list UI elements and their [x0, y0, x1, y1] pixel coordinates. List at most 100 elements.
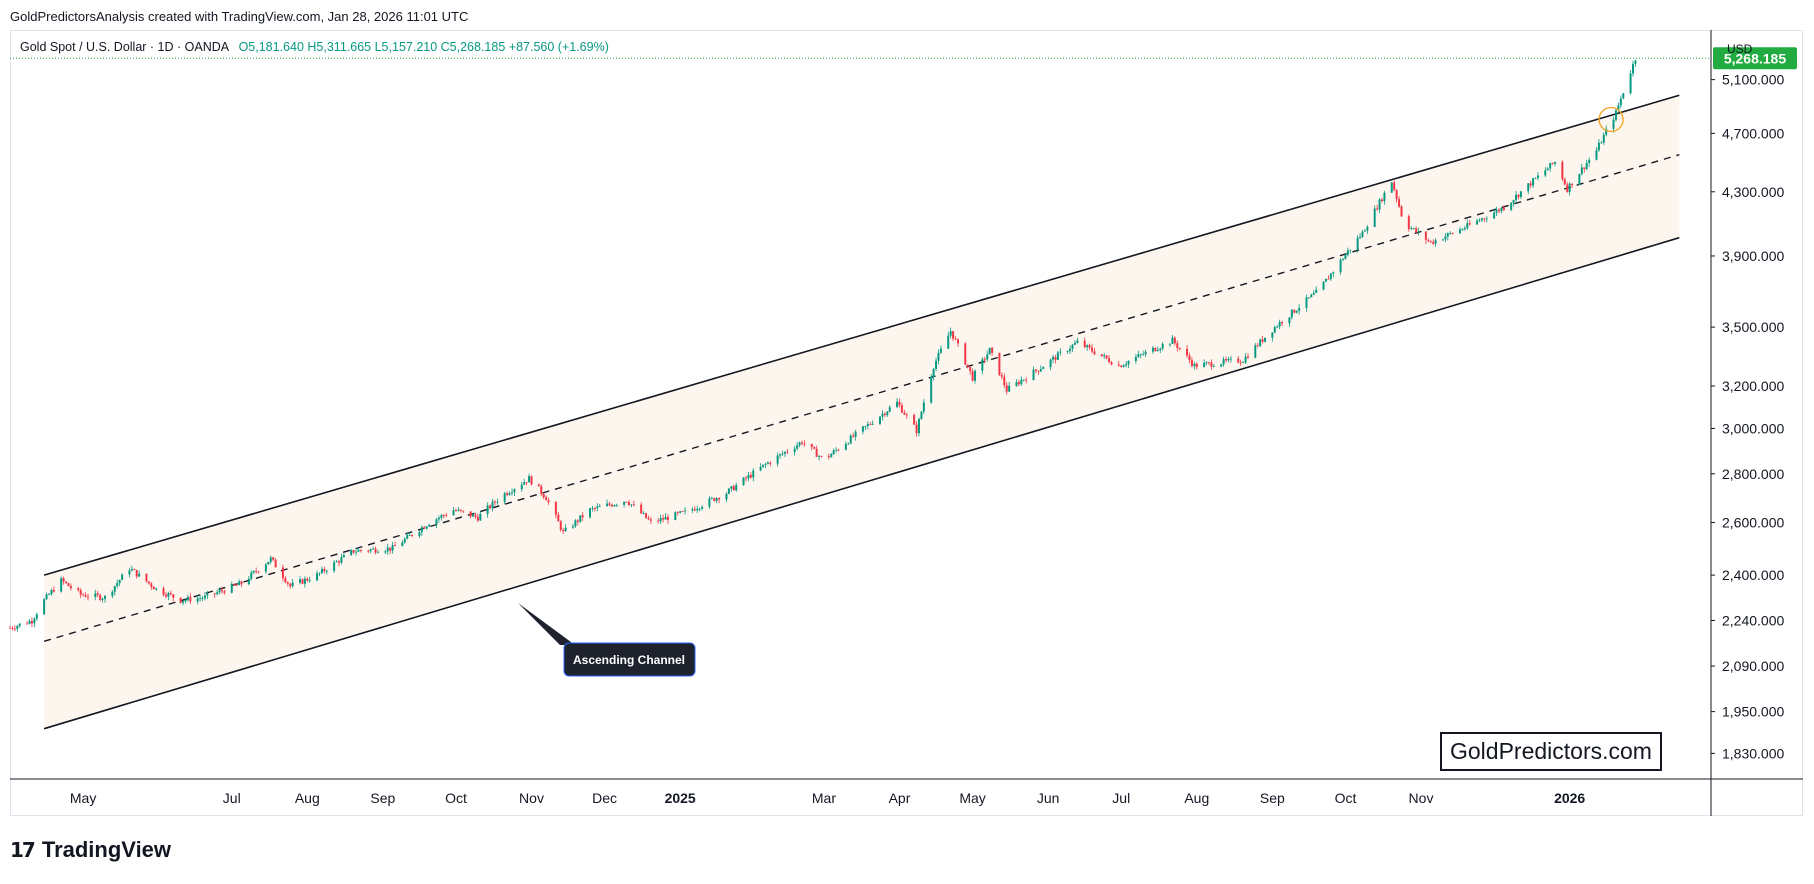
candle-body	[1000, 375, 1003, 377]
candle-body	[162, 588, 165, 595]
candle	[323, 566, 326, 574]
candle-body	[1449, 232, 1452, 234]
candle-body	[352, 550, 355, 553]
candle	[1461, 228, 1464, 231]
candle	[1634, 59, 1637, 67]
y-tick-label: 4,700.000	[1722, 125, 1784, 141]
candle	[1293, 309, 1296, 314]
candle	[542, 492, 545, 500]
candle	[896, 398, 899, 408]
candle-body	[1444, 236, 1447, 240]
candle	[79, 588, 82, 598]
candle	[1295, 310, 1298, 314]
y-tick-label: 2,800.000	[1722, 466, 1784, 482]
candle	[903, 409, 906, 415]
candle	[1324, 278, 1327, 282]
candle	[247, 575, 250, 586]
candle	[1546, 166, 1549, 171]
candle-body	[1083, 340, 1086, 348]
candle	[145, 573, 148, 583]
candle	[691, 507, 694, 513]
candle	[1254, 343, 1257, 359]
candle-body	[342, 554, 345, 558]
candle	[1534, 177, 1537, 179]
candle	[459, 509, 462, 513]
candle-body	[1527, 183, 1530, 192]
candle-body	[1617, 105, 1620, 111]
candle	[486, 502, 489, 518]
candle	[1529, 180, 1532, 188]
candle	[1139, 353, 1142, 359]
candle	[1207, 361, 1210, 366]
candle	[1632, 60, 1635, 77]
watermark-brand: GoldPredictors.com	[1440, 732, 1662, 771]
candle-body	[949, 331, 952, 336]
candle	[94, 589, 97, 601]
candle	[298, 576, 301, 585]
candle	[581, 512, 584, 522]
candle-body	[128, 570, 131, 575]
candle-body	[340, 557, 343, 563]
candle-body	[832, 450, 835, 455]
candle-body	[508, 493, 511, 495]
y-tick-label: 3,500.000	[1722, 319, 1784, 335]
candle	[1571, 183, 1574, 188]
candle-body	[878, 416, 881, 424]
candle-body	[1463, 228, 1466, 230]
candle	[1017, 379, 1020, 387]
candle-body	[659, 518, 662, 522]
candle-body	[974, 370, 977, 381]
candle-body	[571, 526, 574, 528]
candle	[1458, 227, 1461, 234]
symbol-name[interactable]: Gold Spot / U.S. Dollar · 1D · OANDA	[20, 40, 230, 54]
tradingview-logo[interactable]: 𝟭𝟳 TradingView	[10, 837, 171, 862]
candle-body	[837, 449, 840, 451]
candle-body	[172, 594, 175, 598]
candle	[1376, 204, 1379, 211]
candle	[1290, 309, 1293, 320]
candle	[121, 573, 124, 581]
candle	[342, 553, 345, 558]
candle	[588, 507, 591, 519]
candle-body	[1207, 362, 1210, 364]
candle	[223, 589, 226, 595]
candle-body	[1188, 355, 1191, 361]
candle-body	[1417, 231, 1420, 233]
candle-body	[1561, 161, 1564, 180]
candle	[84, 592, 87, 598]
candle-body	[1151, 347, 1154, 352]
candle	[1108, 354, 1111, 364]
candle-body	[1500, 207, 1503, 212]
candle-body	[1239, 362, 1242, 364]
candle-body	[359, 549, 362, 551]
candle-body	[1290, 309, 1293, 318]
candle-body	[257, 571, 260, 573]
candle	[1276, 324, 1279, 329]
candle	[871, 420, 874, 426]
candle	[1261, 335, 1264, 344]
candle	[937, 349, 940, 365]
candle	[264, 562, 267, 574]
candle	[640, 502, 643, 515]
candle-body	[376, 552, 379, 554]
candle-body	[489, 505, 492, 508]
candle	[1173, 336, 1176, 346]
candle-body	[1229, 358, 1232, 360]
candle	[866, 421, 869, 430]
candle	[613, 504, 616, 507]
candle	[435, 518, 438, 529]
currency-label[interactable]: USD	[1727, 42, 1753, 56]
candle	[664, 513, 667, 520]
candle-body	[1195, 363, 1198, 368]
candle	[676, 511, 679, 516]
candle	[1346, 247, 1349, 257]
candle-body	[1142, 354, 1145, 356]
candle-body	[1605, 128, 1608, 135]
candle-body	[318, 572, 321, 574]
candle	[252, 570, 255, 574]
candle	[1156, 346, 1159, 352]
candle	[286, 581, 289, 587]
candle-body	[184, 600, 187, 602]
candle	[359, 549, 362, 553]
